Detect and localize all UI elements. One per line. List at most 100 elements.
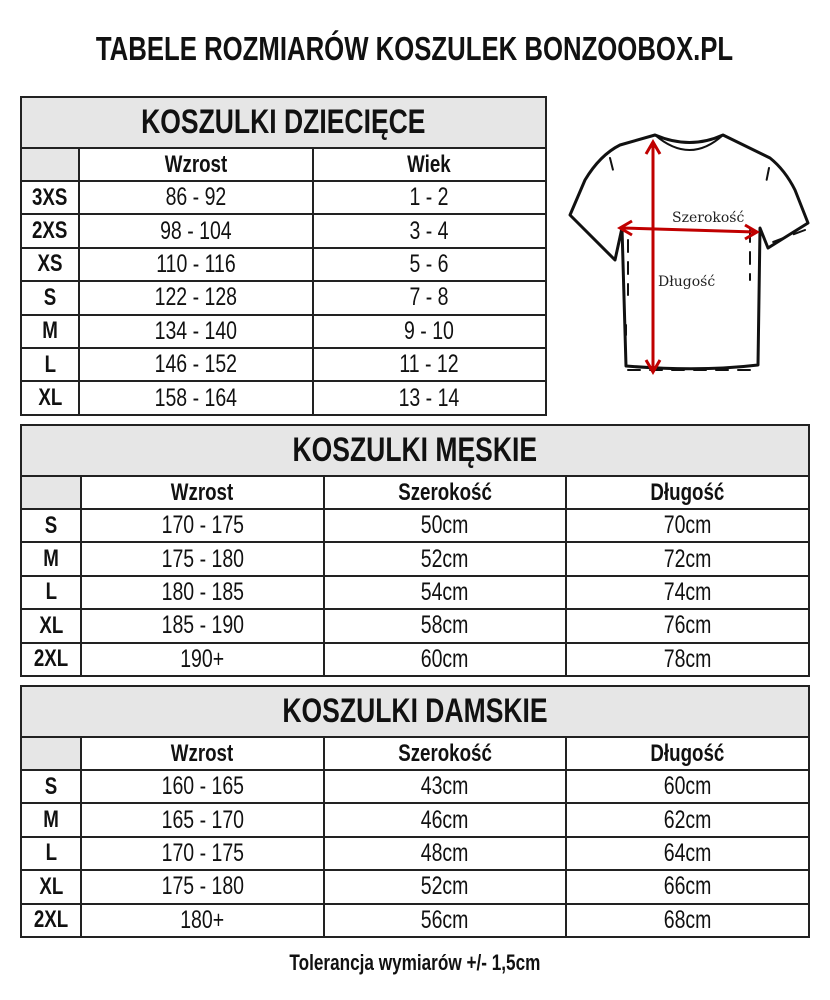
table-cell: 56cm <box>322 902 568 938</box>
table-cell: 52cm <box>322 869 568 905</box>
table-row: M 165 - 170 46cm 62cm <box>20 802 810 838</box>
empty-header-cell <box>20 475 82 510</box>
column-header: Szerokość <box>322 475 568 510</box>
length-label: Długość <box>658 274 715 290</box>
table-cell: 1 - 2 <box>311 179 547 216</box>
table-cell: 76cm <box>565 608 810 644</box>
column-header: Wzrost <box>80 736 325 771</box>
table-row: XL 185 - 190 58cm 76cm <box>20 608 810 644</box>
table-cell: 68cm <box>565 902 810 938</box>
kids-size-table: KOSZULKI DZIECIĘCE Wzrost Wiek 3XS 86 - 9… <box>20 96 547 416</box>
size-label: M <box>20 313 80 349</box>
table-cell: 170 - 175 <box>80 507 325 544</box>
women-size-table: KOSZULKI DAMSKIE Wzrost Szerokość Długoś… <box>20 685 810 938</box>
table-cell: 160 - 165 <box>80 768 325 805</box>
table-row: XL 158 - 164 13 - 14 <box>20 380 547 416</box>
table-cell: 52cm <box>322 541 568 577</box>
table-row: M 175 - 180 52cm 72cm <box>20 541 810 577</box>
table-cell: 58cm <box>322 608 568 644</box>
women-table-title: KOSZULKI DAMSKIE <box>20 685 810 738</box>
table-cell: 98 - 104 <box>78 213 314 249</box>
table-cell: 134 - 140 <box>78 313 314 349</box>
table-row: S 170 - 175 50cm 70cm <box>20 507 810 544</box>
size-label: M <box>20 802 82 838</box>
table-row: 2XL 190+ 60cm 78cm <box>20 641 810 677</box>
table-cell: 175 - 180 <box>80 869 325 905</box>
size-label: XL <box>20 380 80 416</box>
column-header: Długość <box>565 475 810 510</box>
size-label: XS <box>20 246 80 283</box>
size-label: 3XS <box>20 179 80 216</box>
table-cell: 78cm <box>565 641 810 677</box>
table-cell: 60cm <box>322 641 568 677</box>
table-cell: 122 - 128 <box>78 280 314 316</box>
tolerance-note: Tolerancja wymiarów +/- 1,5cm <box>289 950 541 975</box>
width-arrow <box>617 219 760 241</box>
table-cell: 74cm <box>565 574 810 611</box>
table-cell: 48cm <box>322 835 568 872</box>
size-label: 2XL <box>20 902 82 938</box>
table-cell: 54cm <box>322 574 568 611</box>
column-header: Wzrost <box>80 475 325 510</box>
length-arrow <box>644 139 662 375</box>
tshirt-measurement-diagram: Szerokość Długość <box>568 133 810 375</box>
table-row: 3XS 86 - 92 1 - 2 <box>20 179 547 216</box>
table-row: XS 110 - 116 5 - 6 <box>20 246 547 283</box>
size-label: L <box>20 574 82 611</box>
table-row: S 122 - 128 7 - 8 <box>20 280 547 316</box>
kids-table-title: KOSZULKI DZIECIĘCE <box>20 96 547 149</box>
table-row: S 160 - 165 43cm 60cm <box>20 768 810 805</box>
table-row: L 170 - 175 48cm 64cm <box>20 835 810 872</box>
table-cell: 170 - 175 <box>80 835 325 872</box>
table-cell: 180+ <box>80 902 325 938</box>
size-label: S <box>20 507 82 544</box>
table-cell: 180 - 185 <box>80 574 325 611</box>
size-label: L <box>20 835 82 872</box>
size-label: S <box>20 280 80 316</box>
table-cell: 7 - 8 <box>311 280 547 316</box>
size-label: XL <box>20 608 82 644</box>
page-title: TABELE ROZMIARÓW KOSZULEK BONZOOBOX.PL <box>96 30 734 67</box>
column-header: Szerokość <box>322 736 568 771</box>
table-row: L 180 - 185 54cm 74cm <box>20 574 810 611</box>
table-cell: 146 - 152 <box>78 346 314 383</box>
table-cell: 185 - 190 <box>80 608 325 644</box>
table-row: M 134 - 140 9 - 10 <box>20 313 547 349</box>
table-cell: 175 - 180 <box>80 541 325 577</box>
table-cell: 50cm <box>322 507 568 544</box>
table-cell: 165 - 170 <box>80 802 325 838</box>
size-label: M <box>20 541 82 577</box>
table-row: 2XS 98 - 104 3 - 4 <box>20 213 547 249</box>
size-label: XL <box>20 869 82 905</box>
table-row: XL 175 - 180 52cm 66cm <box>20 869 810 905</box>
empty-header-cell <box>20 147 80 182</box>
tshirt-icon <box>568 133 810 371</box>
column-header: Wiek <box>311 147 547 182</box>
column-header: Długość <box>565 736 810 771</box>
table-cell: 190+ <box>80 641 325 677</box>
table-cell: 72cm <box>565 541 810 577</box>
table-cell: 110 - 116 <box>78 246 314 283</box>
table-row: L 146 - 152 11 - 12 <box>20 346 547 383</box>
column-header: Wzrost <box>78 147 314 182</box>
size-label: 2XS <box>20 213 80 249</box>
table-cell: 86 - 92 <box>78 179 314 216</box>
table-cell: 46cm <box>322 802 568 838</box>
size-label: S <box>20 768 82 805</box>
table-cell: 43cm <box>322 768 568 805</box>
table-cell: 13 - 14 <box>311 380 547 416</box>
size-label: 2XL <box>20 641 82 677</box>
table-row: 2XL 180+ 56cm 68cm <box>20 902 810 938</box>
table-cell: 64cm <box>565 835 810 872</box>
table-cell: 11 - 12 <box>311 346 547 383</box>
table-cell: 60cm <box>565 768 810 805</box>
width-label: Szerokość <box>672 210 744 226</box>
table-cell: 3 - 4 <box>311 213 547 249</box>
table-cell: 62cm <box>565 802 810 838</box>
table-cell: 66cm <box>565 869 810 905</box>
size-label: L <box>20 346 80 383</box>
men-size-table: KOSZULKI MĘSKIE Wzrost Szerokość Długość… <box>20 424 810 677</box>
empty-header-cell <box>20 736 82 771</box>
table-cell: 9 - 10 <box>311 313 547 349</box>
table-cell: 158 - 164 <box>78 380 314 416</box>
